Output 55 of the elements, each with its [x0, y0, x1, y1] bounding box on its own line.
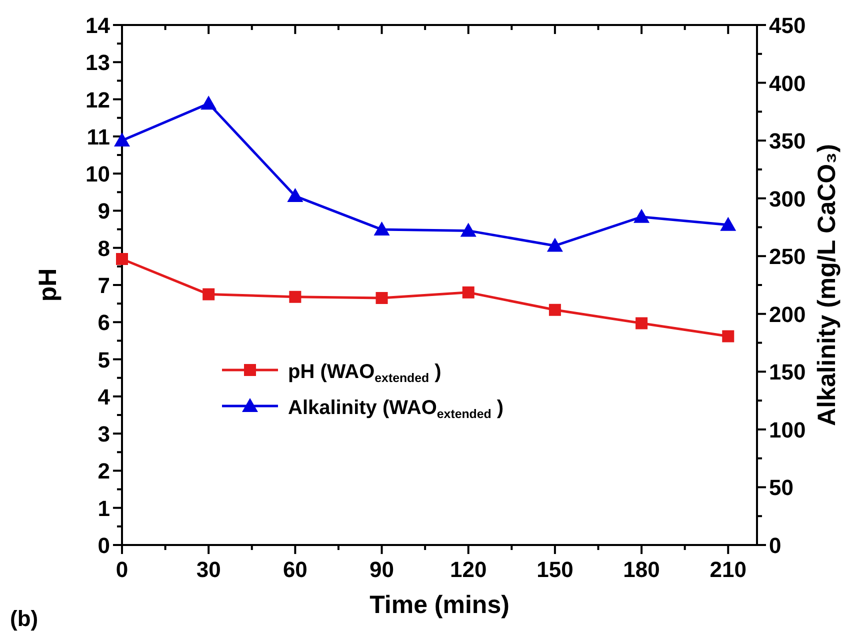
y2-tick-label: 200 [769, 302, 806, 327]
x-tick-label: 150 [536, 557, 574, 582]
y2-tick-label: 0 [769, 533, 782, 558]
y-tick-label: 1 [98, 496, 110, 521]
y2-tick-label: 150 [769, 360, 806, 385]
y2-tick-label: 450 [769, 13, 806, 38]
point [114, 132, 130, 147]
y2-tick-label: 100 [769, 417, 806, 442]
legend-label: Alkalinity (WAO$_{extended}$) [288, 397, 504, 421]
point [287, 188, 304, 202]
point [720, 216, 736, 231]
point [460, 222, 476, 237]
y-axis-title: pH [34, 268, 62, 302]
point [116, 253, 128, 265]
x-tick-label: 210 [710, 557, 746, 582]
x-tick-label: 90 [370, 557, 394, 582]
y-tick-label: 14 [86, 13, 111, 38]
point [634, 208, 650, 223]
point [289, 290, 302, 303]
y-tick-label: 2 [98, 458, 110, 484]
y-tick-label: 5 [98, 347, 110, 372]
y-tick-label: 6 [98, 310, 110, 336]
y-tick-label: 9 [98, 198, 110, 224]
x-axis-title: Time (mins) [370, 591, 510, 619]
y-tick-label: 3 [98, 422, 110, 447]
point [546, 238, 563, 252]
x-tick-label: 0 [116, 557, 128, 582]
x-tick-label: 120 [450, 557, 487, 582]
point [200, 96, 217, 110]
text: (b) [10, 606, 38, 631]
point [636, 317, 648, 330]
legend-label: pH (WAO$_{extended}$) [288, 361, 442, 385]
y2-tick-label: 400 [769, 70, 806, 96]
point [202, 288, 215, 300]
y-tick-label: 13 [86, 50, 110, 76]
x-tick-label: 180 [623, 557, 660, 582]
y-tick-label: 4 [98, 384, 111, 410]
y-tick-label: 8 [98, 236, 110, 261]
point [376, 292, 388, 304]
y-tick-label: 7 [98, 273, 110, 298]
y2-tick-label: 50 [769, 475, 794, 500]
y-tick-label: 0 [98, 533, 110, 558]
y-tick-label: 11 [86, 124, 110, 150]
y2-tick-label: 350 [769, 128, 806, 154]
x-tick-label: 60 [282, 557, 308, 582]
point [462, 286, 474, 298]
point [722, 330, 734, 342]
point [374, 222, 390, 236]
point [548, 304, 561, 316]
y2-tick-label: 250 [769, 244, 806, 270]
y2-axis-title: Alkalinity (mg/L CaCO₃) [813, 144, 841, 426]
y-tick-label: 12 [86, 87, 110, 112]
y-tick-label: 10 [86, 162, 110, 187]
x-tick-label: 30 [196, 557, 221, 582]
y2-tick-label: 300 [769, 186, 806, 212]
